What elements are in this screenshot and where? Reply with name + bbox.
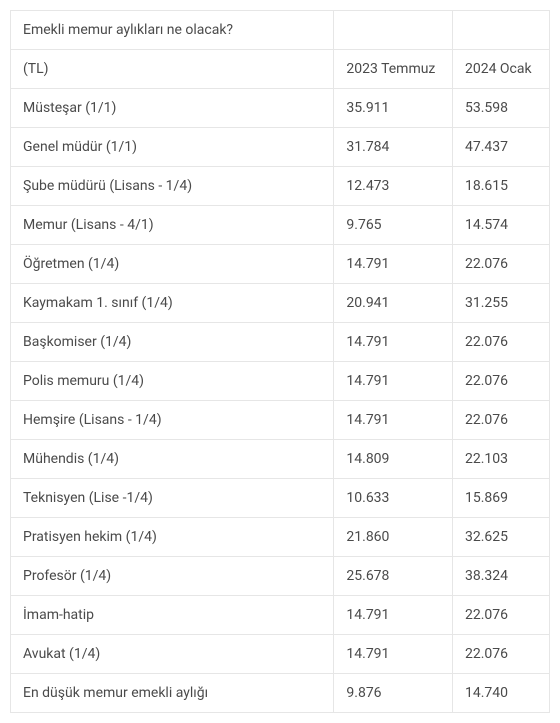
row-value: 15.869 <box>452 479 549 518</box>
row-value: 38.324 <box>452 557 549 596</box>
salary-table: Emekli memur aylıkları ne olacak? (TL) 2… <box>10 10 550 713</box>
row-value: 9.765 <box>334 206 453 245</box>
row-value: 14.791 <box>334 245 453 284</box>
table-row: Öğretmen (1/4) 14.791 22.076 <box>11 245 550 284</box>
row-value: 14.791 <box>334 323 453 362</box>
table-row: En düşük memur emekli aylığı 9.876 14.74… <box>11 674 550 713</box>
row-value: 32.625 <box>452 518 549 557</box>
table-row: Teknisyen (Lise -1/4) 10.633 15.869 <box>11 479 550 518</box>
row-label: Hemşire (Lisans - 1/4) <box>11 401 334 440</box>
table-row: Şube müdürü (Lisans - 1/4) 12.473 18.615 <box>11 167 550 206</box>
row-value: 22.076 <box>452 596 549 635</box>
row-value: 14.791 <box>334 401 453 440</box>
row-value: 22.076 <box>452 362 549 401</box>
column-header-cell: 2024 Ocak <box>452 50 549 89</box>
table-header-row: Emekli memur aylıkları ne olacak? <box>11 11 550 50</box>
row-value: 31.784 <box>334 128 453 167</box>
table-row: Genel müdür (1/1) 31.784 47.437 <box>11 128 550 167</box>
row-value: 12.473 <box>334 167 453 206</box>
row-value: 25.678 <box>334 557 453 596</box>
row-label: Teknisyen (Lise -1/4) <box>11 479 334 518</box>
table-row: Müsteşar (1/1) 35.911 53.598 <box>11 89 550 128</box>
table-row: Mühendis (1/4) 14.809 22.103 <box>11 440 550 479</box>
row-label: Şube müdürü (Lisans - 1/4) <box>11 167 334 206</box>
row-label: Genel müdür (1/1) <box>11 128 334 167</box>
row-value: 14.740 <box>452 674 549 713</box>
row-value: 14.791 <box>334 362 453 401</box>
table-row: Profesör (1/4) 25.678 38.324 <box>11 557 550 596</box>
table-row: İmam-hatip 14.791 22.076 <box>11 596 550 635</box>
table-row: Avukat (1/4) 14.791 22.076 <box>11 635 550 674</box>
table-title-cell: Emekli memur aylıkları ne olacak? <box>11 11 334 50</box>
table-row: Başkomiser (1/4) 14.791 22.076 <box>11 323 550 362</box>
row-label: Müsteşar (1/1) <box>11 89 334 128</box>
row-value: 10.633 <box>334 479 453 518</box>
row-value: 22.076 <box>452 245 549 284</box>
table-body: Emekli memur aylıkları ne olacak? (TL) 2… <box>11 11 550 713</box>
row-label: Mühendis (1/4) <box>11 440 334 479</box>
row-value: 31.255 <box>452 284 549 323</box>
row-label: En düşük memur emekli aylığı <box>11 674 334 713</box>
table-header-row: (TL) 2023 Temmuz 2024 Ocak <box>11 50 550 89</box>
table-header-cell <box>452 11 549 50</box>
row-label: Öğretmen (1/4) <box>11 245 334 284</box>
row-value: 14.791 <box>334 635 453 674</box>
column-header-cell: 2023 Temmuz <box>334 50 453 89</box>
table-header-cell <box>334 11 453 50</box>
row-value: 14.574 <box>452 206 549 245</box>
row-value: 35.911 <box>334 89 453 128</box>
row-label: Profesör (1/4) <box>11 557 334 596</box>
row-label: Pratisyen hekim (1/4) <box>11 518 334 557</box>
row-value: 22.076 <box>452 323 549 362</box>
row-value: 22.103 <box>452 440 549 479</box>
table-row: Hemşire (Lisans - 1/4) 14.791 22.076 <box>11 401 550 440</box>
row-value: 47.437 <box>452 128 549 167</box>
row-value: 53.598 <box>452 89 549 128</box>
row-value: 21.860 <box>334 518 453 557</box>
row-value: 14.791 <box>334 596 453 635</box>
row-label: Memur (Lisans - 4/1) <box>11 206 334 245</box>
table-row: Memur (Lisans - 4/1) 9.765 14.574 <box>11 206 550 245</box>
table-row: Kaymakam 1. sınıf (1/4) 20.941 31.255 <box>11 284 550 323</box>
table-row: Pratisyen hekim (1/4) 21.860 32.625 <box>11 518 550 557</box>
row-value: 20.941 <box>334 284 453 323</box>
row-label: Polis memuru (1/4) <box>11 362 334 401</box>
row-label: Kaymakam 1. sınıf (1/4) <box>11 284 334 323</box>
row-value: 22.076 <box>452 635 549 674</box>
row-value: 14.809 <box>334 440 453 479</box>
row-value: 22.076 <box>452 401 549 440</box>
row-label: Başkomiser (1/4) <box>11 323 334 362</box>
row-label: İmam-hatip <box>11 596 334 635</box>
row-label: Avukat (1/4) <box>11 635 334 674</box>
row-value: 9.876 <box>334 674 453 713</box>
row-value: 18.615 <box>452 167 549 206</box>
table-row: Polis memuru (1/4) 14.791 22.076 <box>11 362 550 401</box>
unit-cell: (TL) <box>11 50 334 89</box>
